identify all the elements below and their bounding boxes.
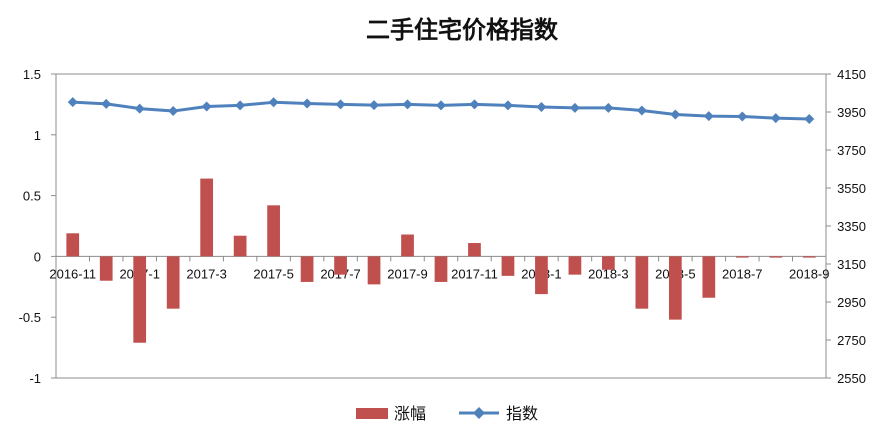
line-point <box>502 100 513 111</box>
bar-series <box>66 178 816 343</box>
right-tick-label: 2550 <box>837 371 866 386</box>
legend: 涨幅 指数 <box>356 404 538 423</box>
right-tick-label: 2950 <box>837 295 866 310</box>
plot-area <box>55 73 827 379</box>
line-series <box>67 97 815 125</box>
bar <box>535 256 548 295</box>
bar <box>468 243 481 257</box>
bar <box>802 256 816 258</box>
bar <box>367 256 381 285</box>
line-point <box>302 98 313 109</box>
bar <box>735 256 749 258</box>
line-point <box>101 98 112 109</box>
x-tick-label: 2018-7 <box>722 266 762 281</box>
x-tick-label: 2017-5 <box>253 266 293 281</box>
legend-line-label: 指数 <box>506 404 538 423</box>
bar <box>233 235 247 257</box>
left-y-axis: 1.5 1 0.5 0 -0.5 -1 <box>19 67 56 386</box>
x-tick-label: 2018-3 <box>588 266 628 281</box>
bar <box>668 256 682 320</box>
right-tick-label: 2750 <box>837 333 866 348</box>
line-point <box>134 103 145 114</box>
bar <box>501 256 515 276</box>
line-point <box>235 100 246 111</box>
bar <box>300 256 314 282</box>
right-tick-label: 4150 <box>837 67 866 82</box>
legend-line-marker <box>473 407 485 419</box>
right-tick-label: 3150 <box>837 257 866 272</box>
plot-border <box>55 73 827 379</box>
right-tick-label: 3350 <box>837 219 866 234</box>
line-point <box>603 102 614 113</box>
line-point <box>335 99 346 110</box>
left-tick-label: 1.5 <box>23 67 41 82</box>
left-tick-label: 0 <box>34 249 41 264</box>
x-tick-label: 2017-9 <box>387 266 427 281</box>
right-y-axis: 4150 3950 3750 3550 3350 3150 2950 2750 2550 <box>826 67 866 386</box>
line-point <box>804 114 815 125</box>
x-tick-label: 2017-3 <box>186 266 226 281</box>
bar <box>200 178 214 257</box>
right-tick-label: 3750 <box>837 143 866 158</box>
line-point <box>201 101 212 112</box>
line-point <box>369 100 380 111</box>
line-point <box>737 111 748 122</box>
line-point <box>168 106 179 117</box>
bar <box>66 233 80 257</box>
bar <box>568 256 582 275</box>
line-point <box>402 99 413 110</box>
line-point <box>670 109 681 120</box>
right-tick-label: 3950 <box>837 105 866 120</box>
bar <box>267 205 280 257</box>
x-tick-label: 2016-11 <box>49 266 96 281</box>
bar <box>702 256 716 298</box>
line-point <box>703 111 714 122</box>
bar <box>401 234 414 257</box>
bar <box>133 256 147 343</box>
line-point <box>569 102 580 113</box>
bar <box>769 256 783 258</box>
left-tick-label: -1 <box>29 371 41 386</box>
legend-bar-label: 涨幅 <box>394 404 426 423</box>
line-point <box>436 100 446 111</box>
chart-title: 二手住宅价格指数 <box>366 16 559 44</box>
left-tick-label: 1 <box>34 128 41 143</box>
line-point <box>770 113 781 124</box>
bar <box>602 256 615 270</box>
line-point <box>636 105 647 116</box>
left-tick-label: 0.5 <box>23 189 41 204</box>
x-tick-label: 2018-9 <box>789 266 829 281</box>
bar <box>434 256 448 282</box>
line-point <box>536 102 547 113</box>
x-tick-label: 2017-11 <box>451 266 498 281</box>
legend-bar-swatch <box>356 408 388 419</box>
line-point <box>67 97 78 108</box>
line-point <box>268 97 279 108</box>
left-tick-label: -0.5 <box>19 310 41 325</box>
line-point <box>469 99 480 110</box>
bar <box>99 256 113 281</box>
bar <box>166 256 180 309</box>
bar <box>334 256 347 275</box>
right-tick-label: 3550 <box>837 181 866 196</box>
bar <box>635 256 649 309</box>
